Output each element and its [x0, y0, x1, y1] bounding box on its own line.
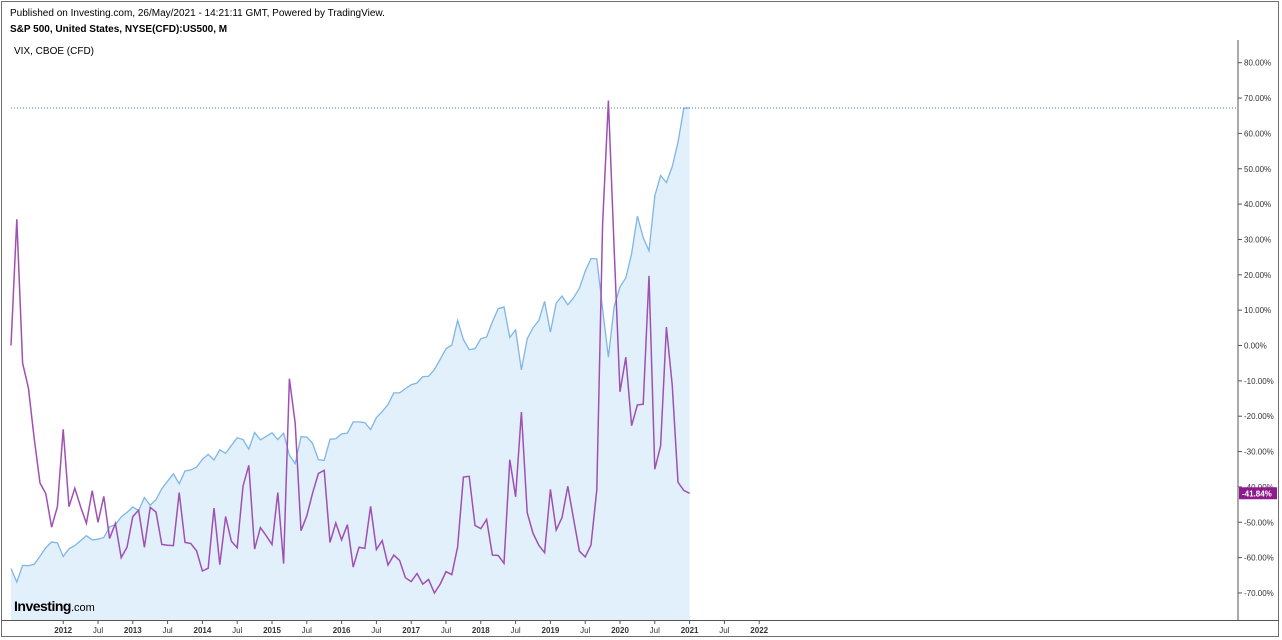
- y-tick-label: 10.00%: [1244, 306, 1271, 315]
- x-tick-label: 2015: [263, 626, 281, 635]
- logo-brand: Investing: [14, 598, 71, 614]
- x-tick-label: Jul: [302, 626, 312, 635]
- y-tick-label: -10.00%: [1244, 377, 1274, 386]
- x-tick-label: 2013: [124, 626, 142, 635]
- x-tick-label: 2016: [333, 626, 351, 635]
- y-tick-label: -20.00%: [1244, 412, 1274, 421]
- y-tick-label: 20.00%: [1244, 271, 1271, 280]
- x-tick-label: Jul: [650, 626, 660, 635]
- x-tick-label: Jul: [719, 626, 729, 635]
- x-tick-label: Jul: [162, 626, 172, 635]
- spx-line: [10, 107, 690, 584]
- y-tick-label: 30.00%: [1244, 235, 1271, 244]
- x-tick-label: Jul: [232, 626, 242, 635]
- x-tick-label: Jul: [441, 626, 451, 635]
- logo-suffix: .com: [70, 602, 95, 614]
- y-tick-label: 40.00%: [1244, 200, 1271, 209]
- x-tick-label: Jul: [93, 626, 103, 635]
- x-tick-label: Jul: [580, 626, 590, 635]
- x-tick-label: 2020: [611, 626, 629, 635]
- y-tick-label: 80.00%: [1244, 59, 1271, 68]
- x-tick-label: 2018: [472, 626, 490, 635]
- y-tick-label: -30.00%: [1244, 448, 1274, 457]
- vix-line: [10, 100, 690, 595]
- symbol-title[interactable]: S&P 500, United States, NYSE(CFD):US500,…: [10, 24, 228, 35]
- overlay-legend[interactable]: VIX, CBOE (CFD): [14, 46, 95, 57]
- price-axis: 80.00% 70.00% 60.00% 50.00% 40.00% 30.00% 20.0…: [1237, 40, 1277, 620]
- x-tick-label: 2021: [681, 626, 699, 635]
- investing-logo: Investing.com: [14, 598, 95, 616]
- plot-area: [10, 100, 1238, 620]
- x-tick-label: 2017: [402, 626, 420, 635]
- y-tick-label: 0.00%: [1244, 342, 1267, 351]
- x-tick-label: Jul: [510, 626, 520, 635]
- y-tick-label: -70.00%: [1244, 589, 1274, 598]
- x-tick-label: 2014: [194, 626, 212, 635]
- x-tick-label: 2012: [54, 626, 72, 635]
- published-caption: Published on Investing.com, 26/May/2021 …: [10, 8, 385, 19]
- y-tick-label: 70.00%: [1244, 94, 1271, 103]
- y-tick-label: -50.00%: [1244, 518, 1274, 527]
- y-tick-label: -60.00%: [1244, 554, 1274, 563]
- last-value-badge: [1239, 487, 1277, 500]
- x-tick-label: Jul: [371, 626, 381, 635]
- y-tick-label: 60.00%: [1244, 129, 1271, 138]
- spx-area-fill: [11, 107, 690, 620]
- x-tick-label: 2019: [542, 626, 560, 635]
- x-tick-label: 2022: [750, 626, 768, 635]
- y-tick-label: 50.00%: [1244, 165, 1271, 174]
- last-value-label: -41.84%: [1242, 489, 1272, 498]
- time-axis: 2012 Jul 2013 Jul 2014 Jul 2015 Jul 2016 Jul 2017 J…: [2, 620, 1279, 635]
